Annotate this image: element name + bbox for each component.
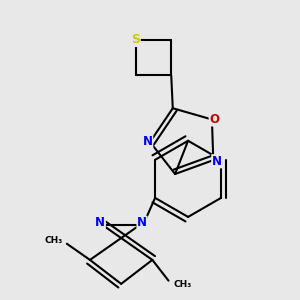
Text: S: S: [131, 33, 140, 46]
Text: N: N: [212, 155, 222, 168]
Text: N: N: [137, 216, 147, 229]
Text: CH₃: CH₃: [173, 280, 191, 289]
Text: N: N: [143, 136, 153, 148]
Text: O: O: [209, 113, 219, 126]
Text: CH₃: CH₃: [44, 236, 62, 245]
Text: N: N: [95, 216, 105, 229]
